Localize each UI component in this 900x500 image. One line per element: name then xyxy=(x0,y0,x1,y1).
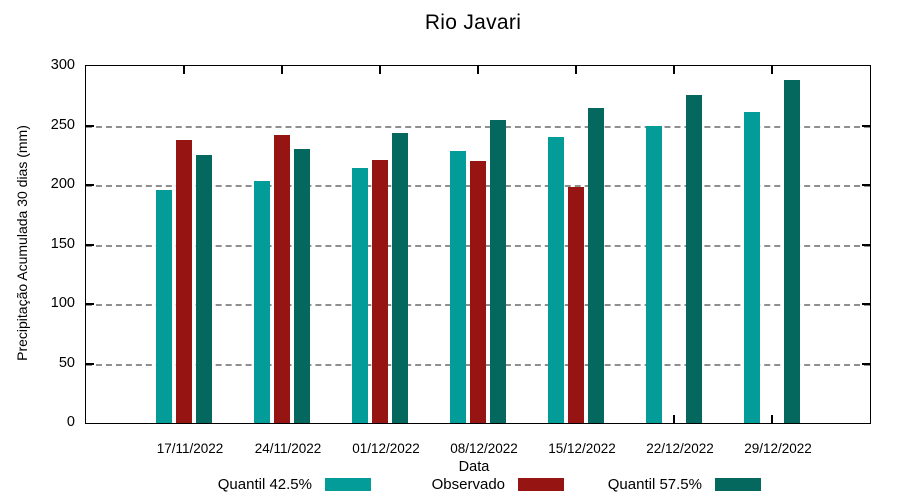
y-tick-right-150 xyxy=(862,243,870,246)
legend-swatch xyxy=(518,477,564,491)
x-tick-label: 22/12/2022 xyxy=(646,441,714,456)
x-tick-label: 15/12/2022 xyxy=(548,441,616,456)
y-tick-label: 200 xyxy=(50,176,75,192)
x-tick-label: 01/12/2022 xyxy=(352,441,420,456)
bar-Quantil 42.5%-29/12/2022 xyxy=(744,112,760,423)
legend-entry-Observado: Observado xyxy=(278,475,564,493)
y-tick-left-200 xyxy=(86,184,94,186)
bar-Quantil 42.5%-15/12/2022 xyxy=(548,137,564,423)
x-tick-top xyxy=(379,66,381,74)
x-tick-bottom xyxy=(673,415,675,423)
bar-Quantil 42.5%-17/11/2022 xyxy=(156,189,172,423)
y-tick-label: 100 xyxy=(50,295,75,311)
gridline-250 xyxy=(86,125,870,128)
bar-Quantil 57.5%-24/11/2022 xyxy=(294,149,310,423)
chart-title: Rio Javari xyxy=(424,11,522,34)
y-tick-label: 250 xyxy=(50,116,75,133)
y-tick-label: 300 xyxy=(50,57,75,73)
x-tick-bottom xyxy=(771,415,773,423)
x-tick-top xyxy=(183,66,185,74)
legend-label: Quantil 42.5% xyxy=(217,475,312,493)
x-tick-top xyxy=(771,66,773,74)
y-tick-right-100 xyxy=(862,303,870,305)
y-tick-left-150 xyxy=(86,243,94,246)
y-tick-label: 0 xyxy=(66,414,75,430)
bar-Quantil 57.5%-01/12/2022 xyxy=(392,132,408,423)
y-tick-left-50 xyxy=(86,362,94,365)
legend-entry-Quantil 57.5%: Quantil 57.5% xyxy=(475,475,761,493)
x-axis-title: Data xyxy=(458,459,490,475)
bar-Quantil 42.5%-08/12/2022 xyxy=(450,150,466,423)
y-tick-label: 150 xyxy=(50,235,75,252)
x-tick-label: 24/11/2022 xyxy=(254,441,322,456)
bar-Quantil 42.5%-22/12/2022 xyxy=(646,125,662,423)
bar-Quantil 57.5%-29/12/2022 xyxy=(784,80,800,423)
plot-area xyxy=(85,65,871,424)
bar-Quantil 57.5%-08/12/2022 xyxy=(490,119,506,423)
x-tick-label: 17/11/2022 xyxy=(156,441,224,456)
y-tick-right-250 xyxy=(862,124,870,127)
y-tick-left-100 xyxy=(86,303,94,305)
bar-Quantil 57.5%-17/11/2022 xyxy=(196,155,212,423)
y-tick-right-200 xyxy=(862,184,870,186)
bar-Quantil 42.5%-24/11/2022 xyxy=(254,181,270,423)
legend-label: Quantil 57.5% xyxy=(607,475,702,493)
bar-Observado-15/12/2022 xyxy=(568,187,584,423)
y-tick-left-250 xyxy=(86,124,94,127)
y-tick-label: 50 xyxy=(58,354,75,371)
x-tick-top xyxy=(281,66,283,74)
y-tick-right-50 xyxy=(862,362,870,365)
x-tick-top xyxy=(477,66,479,74)
x-tick-top xyxy=(575,66,577,74)
legend-swatch xyxy=(325,477,371,491)
bar-Observado-08/12/2022 xyxy=(470,161,486,423)
bar-Observado-01/12/2022 xyxy=(372,160,388,423)
bar-Observado-17/11/2022 xyxy=(176,139,192,423)
bar-Observado-24/11/2022 xyxy=(274,135,290,423)
legend-swatch xyxy=(715,477,761,491)
bar-Quantil 57.5%-15/12/2022 xyxy=(588,107,604,423)
bar-Quantil 57.5%-22/12/2022 xyxy=(686,94,702,423)
legend-label: Observado xyxy=(431,475,505,493)
x-tick-label: 29/12/2022 xyxy=(744,441,812,456)
legend-entry-Quantil 42.5%: Quantil 42.5% xyxy=(85,475,371,493)
x-tick-top xyxy=(673,66,675,74)
bar-Quantil 42.5%-01/12/2022 xyxy=(352,168,368,423)
x-tick-label: 08/12/2022 xyxy=(450,441,518,456)
